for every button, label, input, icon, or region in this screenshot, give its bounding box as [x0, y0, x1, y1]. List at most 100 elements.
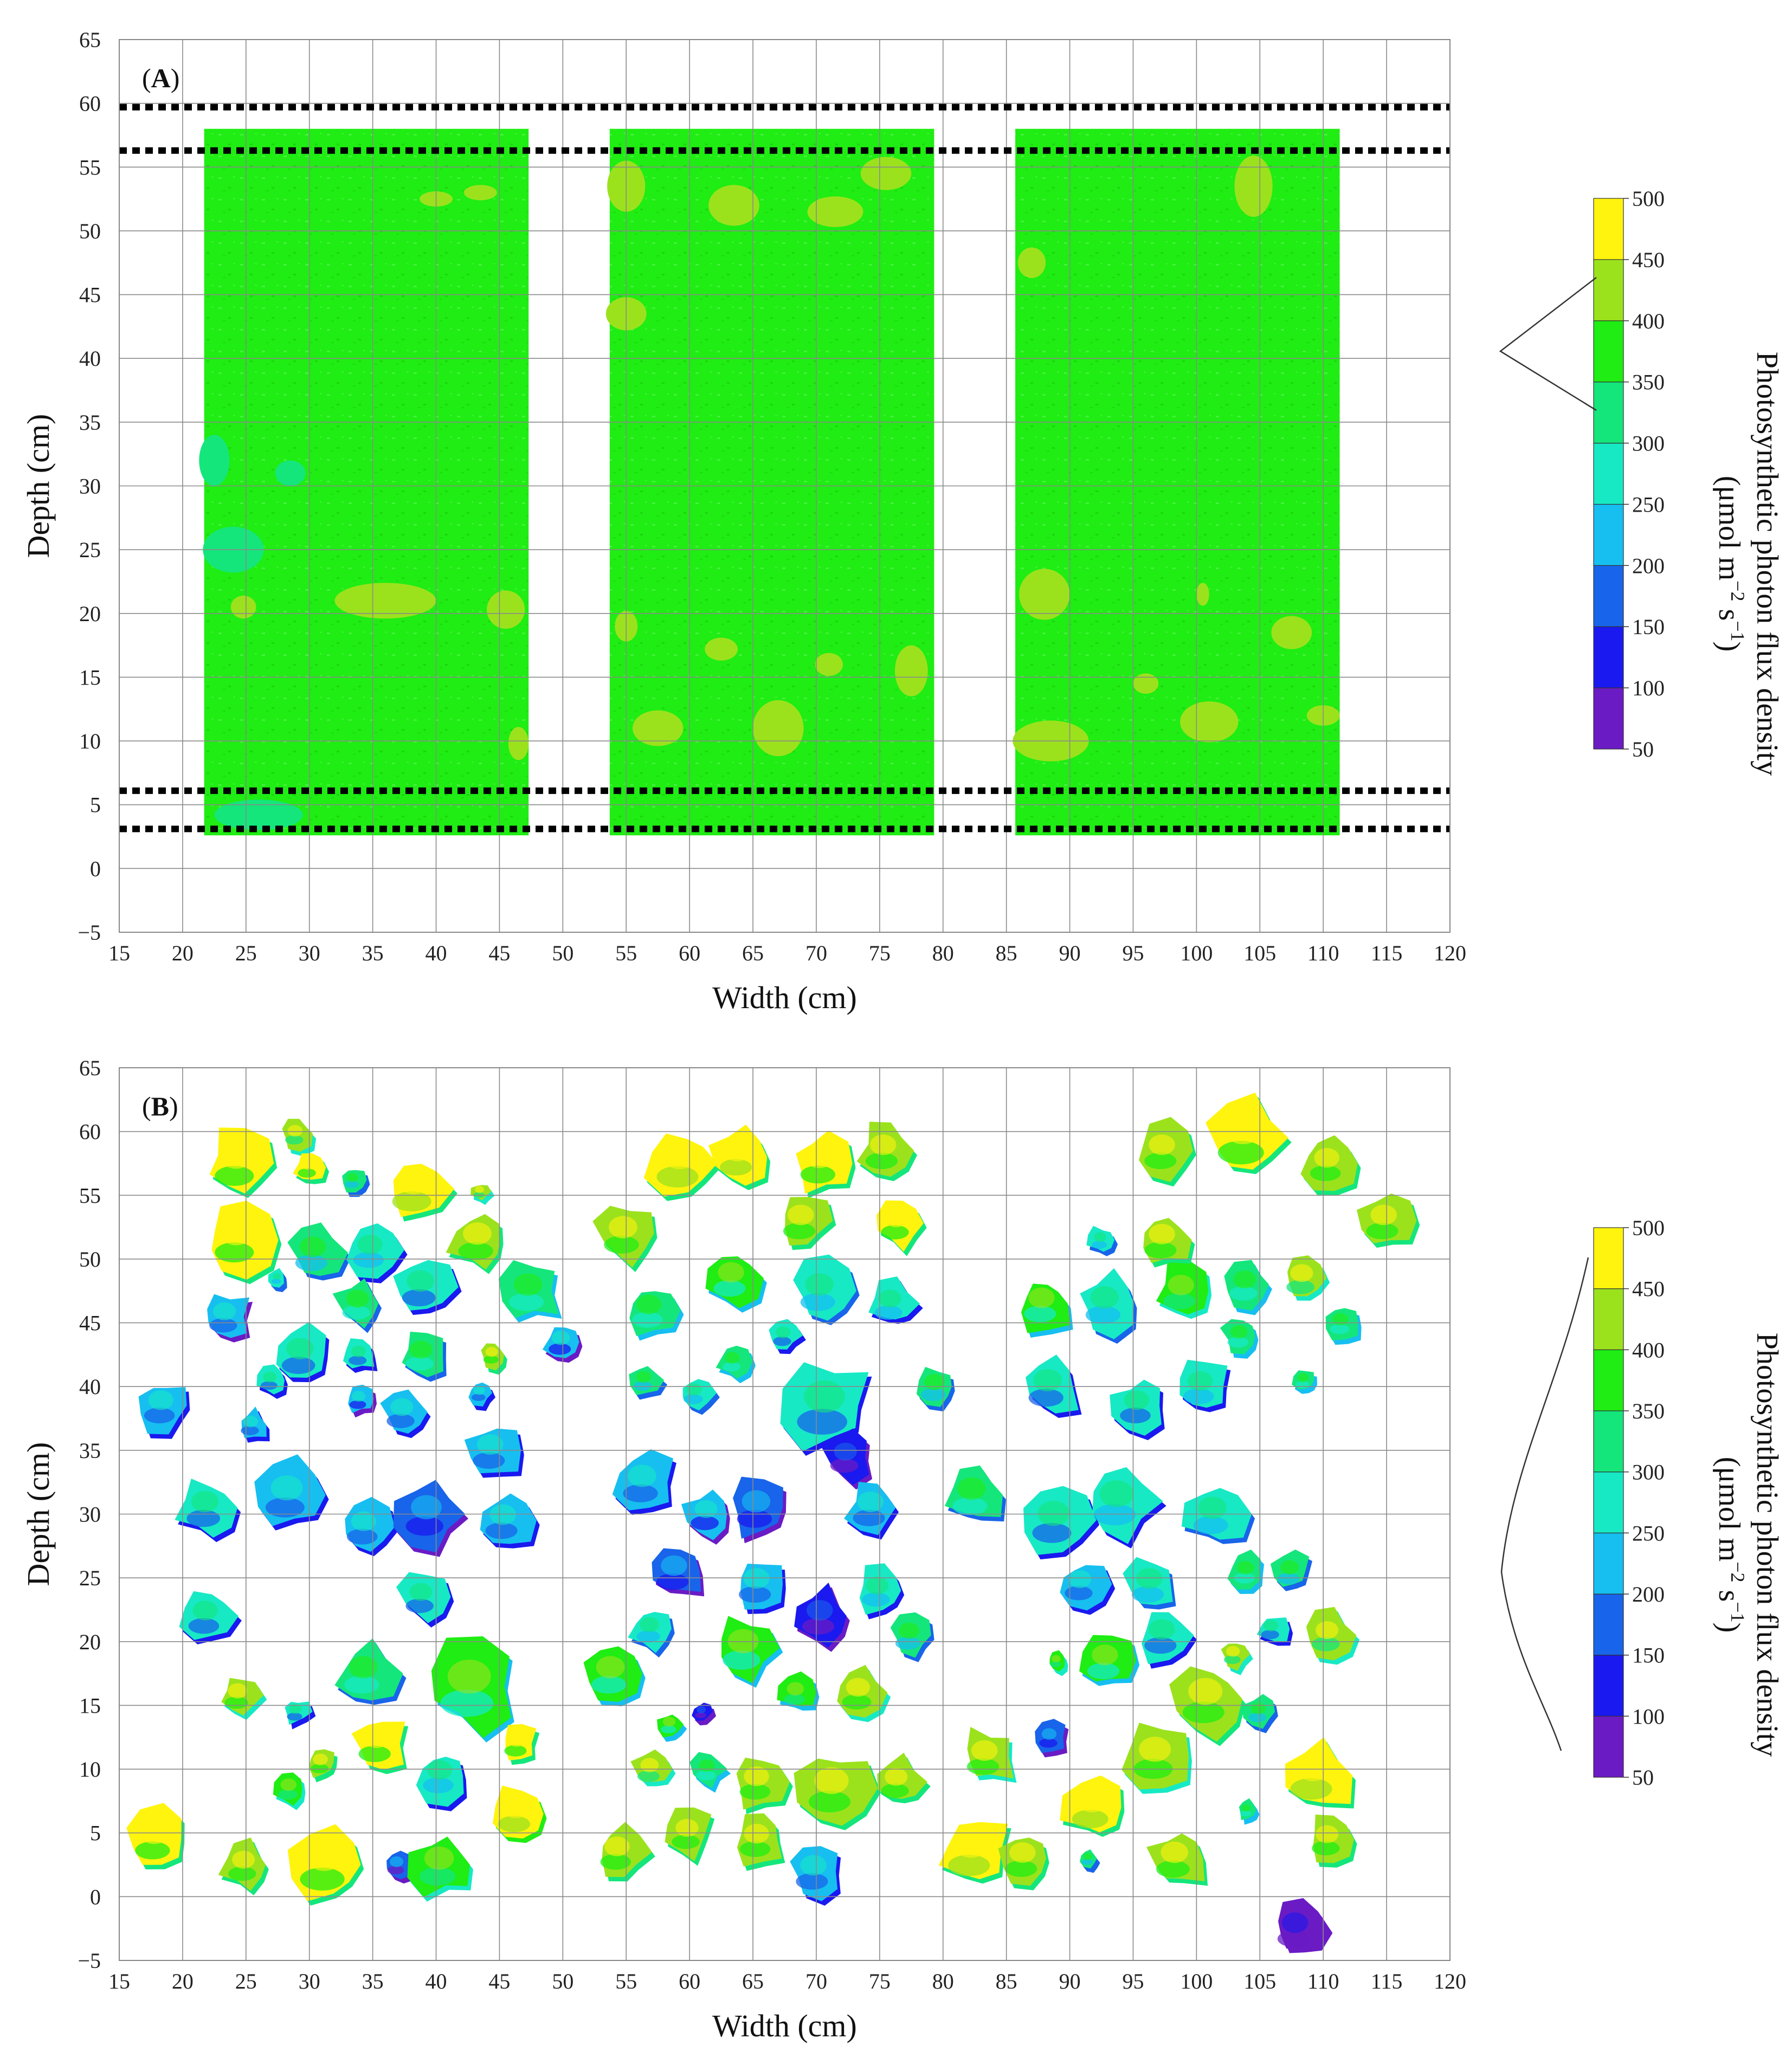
patch-core [313, 1753, 328, 1765]
patch-edge [295, 1254, 327, 1272]
x-tick-label: 25 [235, 941, 257, 965]
x-tick-label: 15 [108, 941, 130, 965]
heatmap-patch [334, 583, 436, 619]
patch-core [1295, 1754, 1331, 1782]
heatmap-patch [1156, 1260, 1212, 1319]
heatmap-patch [689, 1752, 731, 1793]
patch-edge [483, 1356, 499, 1364]
colorbar-cell [1593, 1288, 1624, 1350]
heatmap-patch [1121, 1722, 1192, 1794]
colorbar-curve [1500, 1257, 1589, 1751]
patch-core [857, 1491, 884, 1512]
heatmap-patch [1139, 1117, 1196, 1187]
heatmap-patch [464, 1428, 524, 1478]
patch-edge [1330, 1324, 1350, 1334]
patch-edge [1217, 1140, 1264, 1165]
patch-core [869, 1134, 897, 1156]
patch-edge [504, 1745, 527, 1757]
heatmap-patch [1224, 1260, 1272, 1315]
patch-core [1290, 1264, 1313, 1282]
y-tick-label: 45 [79, 1311, 101, 1335]
patch-core [1028, 1287, 1055, 1308]
colorbar-cell [1593, 320, 1624, 383]
patch-edge [458, 1242, 493, 1260]
patch-edge [402, 1289, 436, 1307]
heatmap-patch [708, 185, 759, 226]
heatmap-patch [583, 1646, 646, 1707]
patch-edge [672, 1835, 700, 1849]
colorbar-cell [1593, 687, 1624, 750]
heatmap-patch [380, 1389, 431, 1438]
patch-core [273, 1273, 281, 1280]
heatmap-patch [1060, 1565, 1116, 1615]
patch-core [390, 1398, 414, 1416]
patch-core [805, 1273, 834, 1296]
heatmap-patch [1110, 1379, 1165, 1441]
patch-core [1009, 1842, 1036, 1863]
patch-core [804, 1380, 845, 1413]
patch-edge [1120, 1408, 1151, 1424]
colorbar-unit: (μmol m−2 s−1) [1712, 1457, 1749, 1633]
patch-edge [1081, 1859, 1093, 1865]
patch-core [662, 1142, 697, 1170]
heatmap-patch [632, 710, 684, 746]
heatmap-patch [481, 1343, 507, 1375]
colorbar-tick-label: 50 [1632, 737, 1654, 762]
heatmap-patches [126, 1092, 1420, 1953]
patch-edge [1229, 1286, 1258, 1301]
heatmap-patch [179, 1591, 242, 1644]
patch-core [1297, 1373, 1309, 1382]
heatmap-patch [753, 700, 804, 757]
patch-core [636, 1371, 651, 1383]
patch-edge [720, 1159, 752, 1176]
heatmap-patch [396, 1572, 454, 1628]
patch-edge [636, 1630, 660, 1643]
heatmap-patch [468, 1382, 495, 1411]
x-tick-label: 75 [869, 941, 891, 965]
patch-edge [1028, 1389, 1063, 1407]
patch-core [1226, 1646, 1240, 1657]
x-tick-label: 85 [996, 1969, 1017, 1993]
heatmap-patch [346, 1223, 408, 1283]
x-tick-label: 35 [362, 941, 384, 965]
heatmap-patch [1239, 1798, 1260, 1825]
heatmap-patch [1092, 1467, 1166, 1549]
patch-edge [271, 1279, 281, 1284]
heatmap-plot-area [119, 39, 1451, 933]
patch-edge [1290, 1778, 1332, 1800]
x-tick-label: 55 [615, 941, 637, 965]
heatmap-patch [794, 1582, 850, 1652]
heatmap-patch [504, 1724, 540, 1765]
patch-core [1136, 1568, 1163, 1589]
patch-core [289, 1704, 302, 1714]
patch-core [743, 1568, 770, 1589]
y-tick-label: 5 [90, 793, 101, 817]
colorbar-tick-label: 250 [1632, 492, 1665, 517]
y-tick-label: 45 [79, 283, 101, 307]
colorbar-cell [1593, 1532, 1624, 1595]
patch-edge [1277, 1930, 1310, 1947]
patch-edge [1163, 1293, 1196, 1309]
colorbar-tick-label: 150 [1632, 1643, 1665, 1668]
heatmap-patch [877, 1752, 931, 1804]
heatmap-patch [815, 653, 843, 676]
patch-core [807, 1599, 833, 1621]
heatmap-patch [1142, 1612, 1197, 1669]
patch-core [885, 1767, 908, 1786]
patch-edge [784, 1694, 805, 1705]
patch-core [270, 1475, 303, 1501]
patch-core [814, 1767, 849, 1794]
panel-label-b: (B) [142, 1091, 178, 1121]
y-tick-label: 25 [79, 538, 101, 562]
patch-core [427, 1760, 453, 1780]
colorbar-tick-label: 100 [1632, 1704, 1665, 1728]
heatmap-patch [736, 1757, 793, 1815]
patch-edge [600, 1854, 631, 1870]
y-tick-label: 65 [79, 28, 101, 52]
heatmap-patch [705, 637, 738, 661]
patch-core [885, 1209, 908, 1228]
heatmap-patch [944, 1465, 1006, 1522]
heatmap-patch [1325, 1308, 1362, 1345]
x-tick-label: 40 [426, 1969, 447, 1993]
